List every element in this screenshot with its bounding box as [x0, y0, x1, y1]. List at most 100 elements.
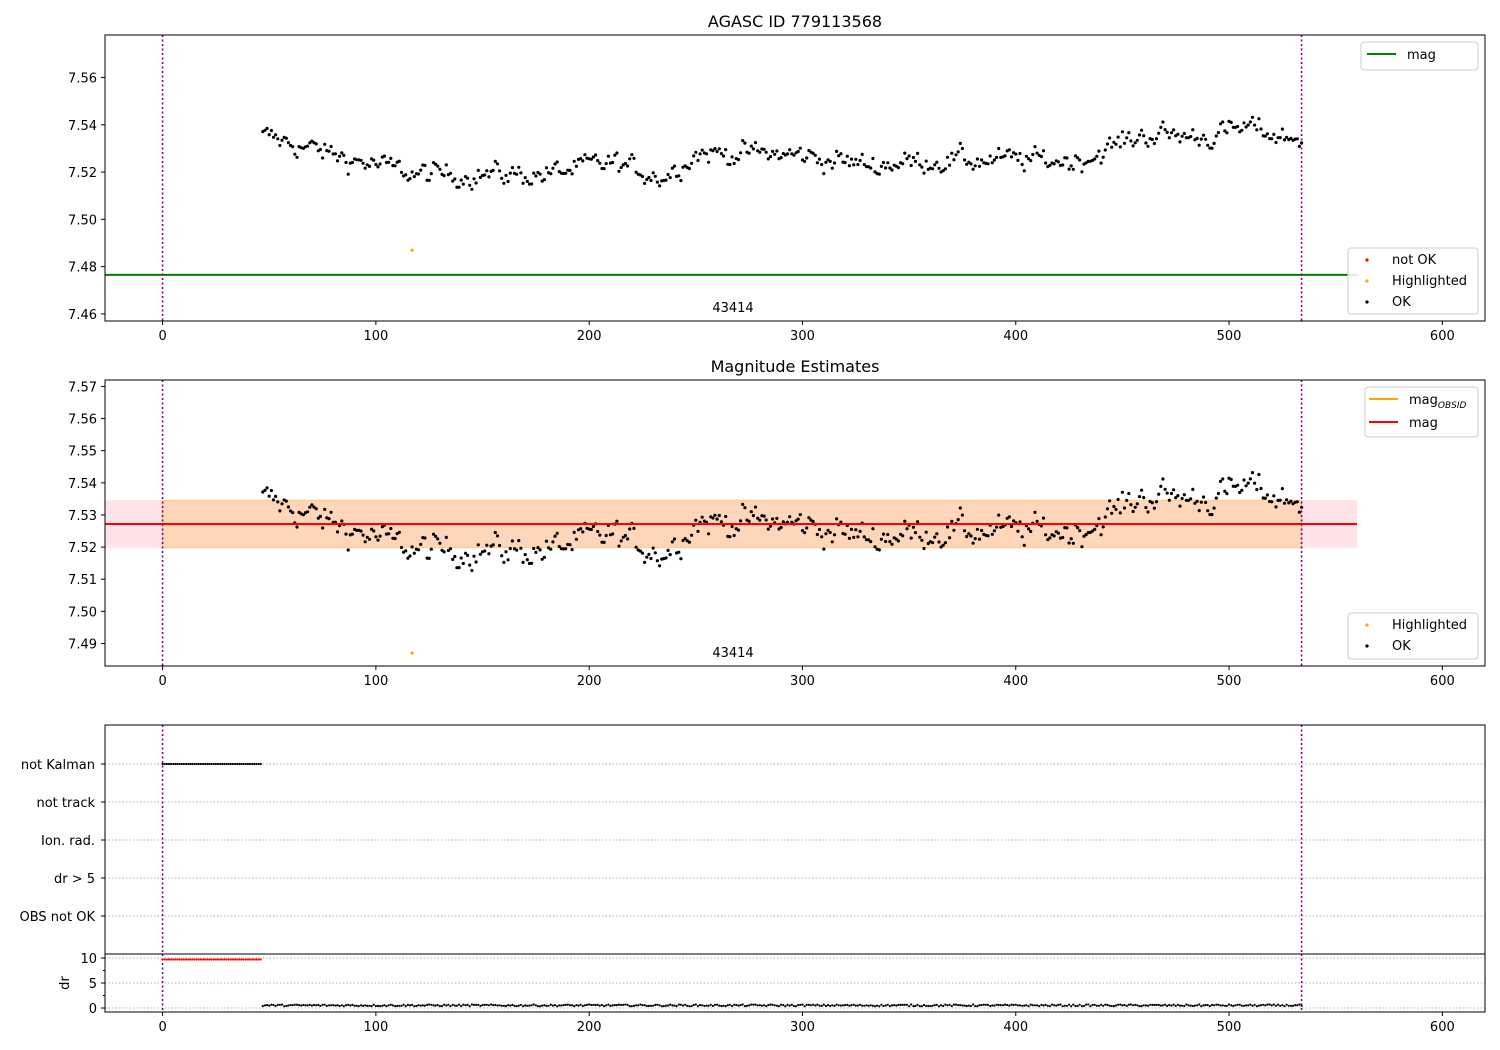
dr-point — [910, 1003, 913, 1006]
dr-point — [931, 1004, 934, 1007]
ok-point — [1035, 151, 1039, 155]
dr-point — [1093, 1003, 1096, 1006]
ok-point — [1112, 504, 1116, 509]
not-kalman-point — [229, 762, 232, 766]
ok-point — [1048, 536, 1052, 540]
dr-point — [675, 1005, 678, 1008]
dr-point — [302, 1003, 305, 1007]
dr-point — [769, 1003, 772, 1006]
not-kalman-point — [174, 762, 177, 766]
ok-point — [717, 513, 721, 518]
ok-point — [419, 168, 423, 172]
ok-point — [310, 503, 314, 507]
ok-point — [997, 146, 1001, 151]
dr-point — [969, 1004, 973, 1008]
ok-point — [604, 533, 608, 538]
ok-point — [457, 185, 461, 189]
ok-point — [792, 153, 796, 157]
ok-point — [1272, 494, 1276, 498]
dr-point — [948, 1003, 951, 1006]
ok-point — [683, 537, 687, 541]
ok-point — [1135, 138, 1139, 142]
ok-point — [1078, 529, 1082, 533]
dr-point — [699, 1003, 702, 1007]
ok-point — [446, 548, 450, 553]
dr-capped-point — [210, 958, 213, 961]
ok-point — [551, 166, 555, 170]
dr-point — [1102, 1004, 1105, 1007]
dr-point — [942, 1004, 945, 1008]
y-tick-label-7.52: 7.52 — [68, 166, 97, 181]
ok-point — [715, 149, 719, 154]
ok-point — [1029, 529, 1033, 534]
dr-capped-point — [212, 958, 215, 961]
dr-panel: dr 0 100 200 300 400 500 600 0 5 10 — [58, 952, 1486, 1035]
ok-point — [263, 128, 267, 132]
dr-point — [1183, 1004, 1186, 1008]
ok-point — [869, 166, 873, 170]
ok-point — [1052, 162, 1056, 166]
dr-point — [946, 1004, 949, 1007]
ok-point — [1114, 507, 1118, 511]
dr-point — [483, 1003, 486, 1007]
dr-point — [430, 1003, 433, 1006]
dr-point — [1097, 1004, 1100, 1007]
marker-legend-box — [1347, 247, 1479, 315]
ok-point — [1195, 499, 1199, 503]
dr-point — [1114, 1004, 1118, 1007]
dr-point — [788, 1004, 791, 1007]
ok-point — [732, 533, 736, 538]
dr-point — [1100, 1003, 1103, 1006]
ok-point — [753, 141, 758, 145]
ok-point — [711, 516, 715, 520]
legend-label-2-1: OK — [1392, 639, 1411, 654]
dr-point — [652, 1004, 655, 1007]
ok-point — [719, 152, 724, 156]
dr-point — [895, 1004, 898, 1007]
ok-point — [852, 535, 856, 540]
ok-point — [690, 533, 694, 537]
ok-point — [803, 531, 807, 535]
dr-point — [999, 1004, 1002, 1007]
legend-label-mag-agasc: mag — [1407, 48, 1436, 63]
dr-point — [967, 1004, 970, 1007]
ok-point — [896, 166, 901, 170]
dr-point — [884, 1004, 887, 1007]
ok-point — [884, 166, 888, 170]
ok-point — [681, 538, 685, 543]
dr-point — [494, 1003, 497, 1007]
magnitude-estimates-panel: Magnitude Estimates 43414 0 100 200 300 400 5… — [68, 357, 1486, 689]
dr-point — [718, 1004, 721, 1007]
dr-point — [1033, 1004, 1037, 1007]
dr-point — [1029, 1003, 1032, 1006]
ok-point — [730, 524, 734, 529]
dr-point — [428, 1003, 431, 1006]
dr-point — [285, 1004, 288, 1008]
ok-point — [798, 146, 802, 150]
dr-point — [929, 1005, 932, 1008]
dr-point — [325, 1004, 328, 1008]
dr-point — [893, 1004, 896, 1007]
panel1-title: AGASC ID 779113568 — [708, 12, 882, 31]
dr-point — [417, 1004, 420, 1007]
ok-point — [992, 529, 997, 533]
dr-point — [741, 1003, 744, 1006]
ok-point — [295, 155, 299, 159]
ok-point — [408, 177, 412, 181]
ok-point — [873, 545, 877, 549]
ok-point — [423, 163, 427, 167]
dr-point — [1025, 1004, 1028, 1007]
ok-point — [502, 181, 506, 185]
ok-point — [265, 126, 269, 130]
ok-point — [493, 530, 497, 535]
ok-point — [845, 154, 849, 158]
ok-point — [431, 532, 436, 536]
dr-capped-point — [246, 958, 249, 961]
dr-point — [1125, 1004, 1128, 1008]
dr-point — [438, 1005, 441, 1008]
ok-point — [532, 546, 536, 551]
dr-point — [592, 1003, 595, 1007]
ok-point — [1295, 500, 1299, 504]
dr-point — [882, 1004, 885, 1008]
ok-point — [858, 529, 862, 533]
